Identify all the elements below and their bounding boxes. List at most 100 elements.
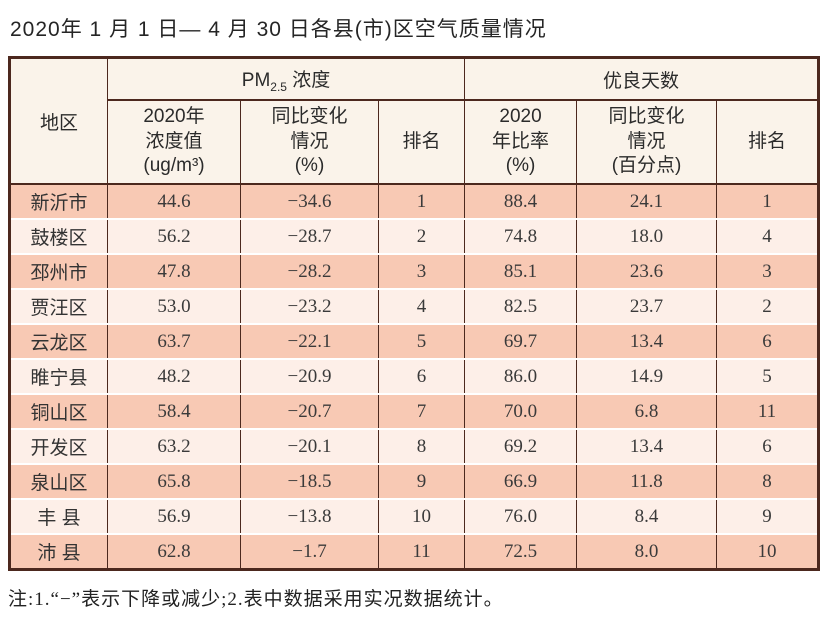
value-cell: 48.2 <box>107 358 241 395</box>
value-cell: 8.4 <box>576 498 718 535</box>
header-region: 地区 <box>9 57 108 185</box>
value-cell: 3 <box>377 253 466 290</box>
table-row: 开发区 63.2 −20.1 8 69.2 13.4 6 <box>9 428 820 465</box>
value-cell: 23.6 <box>576 253 718 290</box>
value-cell: −20.1 <box>240 428 379 465</box>
value-cell: 9 <box>716 498 820 535</box>
value-cell: −13.8 <box>240 498 379 535</box>
table-row: 贾汪区 53.0 −23.2 4 82.5 23.7 2 <box>9 288 820 325</box>
air-quality-table: 地区 PM2.5 浓度 优良天数 2020年 浓度值 (ug/m³) 同比变化 … <box>8 56 821 571</box>
header-good-days-group: 优良天数 <box>464 57 820 101</box>
header-good-rank-label: 排名 <box>748 130 787 152</box>
value-cell: 76.0 <box>464 498 578 535</box>
region-cell: 泉山区 <box>9 463 108 500</box>
region-cell: 贾汪区 <box>9 288 108 325</box>
value-cell: 85.1 <box>464 253 578 290</box>
region-cell: 邳州市 <box>9 253 108 290</box>
value-cell: 86.0 <box>464 358 578 395</box>
table-row: 睢宁县 48.2 −20.9 6 86.0 14.9 5 <box>9 358 820 395</box>
table-row: 新沂市 44.6 −34.6 1 88.4 24.1 1 <box>9 183 820 220</box>
table-row: 鼓楼区 56.2 −28.7 2 74.8 18.0 4 <box>9 218 820 255</box>
value-cell: 6.8 <box>576 393 718 430</box>
value-cell: 72.5 <box>464 533 578 571</box>
value-cell: 8.0 <box>576 533 718 571</box>
region-cell: 铜山区 <box>9 393 108 430</box>
header-good-change: 同比变化 情况 (百分点) <box>576 99 718 185</box>
value-cell: 13.4 <box>576 428 718 465</box>
value-cell: 10 <box>377 498 466 535</box>
value-cell: 66.9 <box>464 463 578 500</box>
value-cell: 56.9 <box>107 498 241 535</box>
value-cell: −20.9 <box>240 358 379 395</box>
value-cell: 10 <box>716 533 820 571</box>
value-cell: 6 <box>377 358 466 395</box>
value-cell: 14.9 <box>576 358 718 395</box>
value-cell: 3 <box>716 253 820 290</box>
region-cell: 丰 县 <box>9 498 108 535</box>
value-cell: 11 <box>377 533 466 571</box>
value-cell: −22.1 <box>240 323 379 360</box>
header-pm-group: PM2.5 浓度 <box>106 57 466 101</box>
value-cell: 53.0 <box>107 288 241 325</box>
region-cell: 沛 县 <box>9 533 108 571</box>
value-cell: 63.7 <box>107 323 241 360</box>
header-pm-rank: 排名 <box>377 99 466 185</box>
pm-label-subscript: 2.5 <box>270 79 287 94</box>
value-cell: 62.8 <box>107 533 241 571</box>
region-cell: 云龙区 <box>9 323 108 360</box>
header-pm-value: 2020年 浓度值 (ug/m³) <box>107 99 241 185</box>
region-cell: 新沂市 <box>9 183 108 220</box>
header-pm-change: 同比变化 情况 (%) <box>240 99 379 185</box>
value-cell: −1.7 <box>240 533 379 571</box>
value-cell: 13.4 <box>576 323 718 360</box>
region-cell: 睢宁县 <box>9 358 108 395</box>
value-cell: 4 <box>377 288 466 325</box>
table-row: 泉山区 65.8 −18.5 9 66.9 11.8 8 <box>9 463 820 500</box>
value-cell: 69.7 <box>464 323 578 360</box>
header-good-change-label: 同比变化 情况 (百分点) <box>608 105 685 177</box>
value-cell: 88.4 <box>464 183 578 220</box>
header-pm-change-label: 同比变化 情况 (%) <box>271 105 348 177</box>
value-cell: 70.0 <box>464 393 578 430</box>
value-cell: −23.2 <box>240 288 379 325</box>
value-cell: 11.8 <box>576 463 718 500</box>
value-cell: 9 <box>377 463 466 500</box>
page-title: 2020年 1 月 1 日— 4 月 30 日各县(市)区空气质量情况 <box>10 18 547 41</box>
value-cell: 11 <box>716 393 820 430</box>
table-header: 地区 PM2.5 浓度 优良天数 2020年 浓度值 (ug/m³) 同比变化 … <box>9 57 820 185</box>
table-row: 铜山区 58.4 −20.7 7 70.0 6.8 11 <box>9 393 820 430</box>
table-body: 新沂市 44.6 −34.6 1 88.4 24.1 1 鼓楼区 56.2 −28.7 2 74.8 1… <box>9 183 820 571</box>
table-row: 沛 县 62.8 −1.7 11 72.5 8.0 10 <box>9 533 820 571</box>
value-cell: 56.2 <box>107 218 241 255</box>
value-cell: 23.7 <box>576 288 718 325</box>
header-pm-rank-label: 排名 <box>402 130 441 152</box>
value-cell: 58.4 <box>107 393 241 430</box>
value-cell: 5 <box>716 358 820 395</box>
header-good-ratio-label: 2020 年比率 (%) <box>492 105 550 177</box>
value-cell: 2 <box>716 288 820 325</box>
value-cell: 2 <box>377 218 466 255</box>
value-cell: 6 <box>716 428 820 465</box>
table-row: 丰 县 56.9 −13.8 10 76.0 8.4 9 <box>9 498 820 535</box>
value-cell: −34.6 <box>240 183 379 220</box>
value-cell: 8 <box>377 428 466 465</box>
value-cell: 7 <box>377 393 466 430</box>
value-cell: 8 <box>716 463 820 500</box>
value-cell: 24.1 <box>576 183 718 220</box>
value-cell: −28.7 <box>240 218 379 255</box>
pm-label-suffix: 浓度 <box>286 69 331 91</box>
table-row: 云龙区 63.7 −22.1 5 69.7 13.4 6 <box>9 323 820 360</box>
value-cell: 1 <box>716 183 820 220</box>
region-cell: 开发区 <box>9 428 108 465</box>
value-cell: 4 <box>716 218 820 255</box>
region-cell: 鼓楼区 <box>9 218 108 255</box>
value-cell: 18.0 <box>576 218 718 255</box>
value-cell: −28.2 <box>240 253 379 290</box>
footnote: 注:1.“−”表示下降或减少;2.表中数据采用实况数据统计。 <box>8 589 504 610</box>
value-cell: 44.6 <box>107 183 241 220</box>
value-cell: −18.5 <box>240 463 379 500</box>
value-cell: 6 <box>716 323 820 360</box>
value-cell: 5 <box>377 323 466 360</box>
value-cell: 63.2 <box>107 428 241 465</box>
header-pm-value-label: 2020年 浓度值 (ug/m³) <box>143 105 205 177</box>
